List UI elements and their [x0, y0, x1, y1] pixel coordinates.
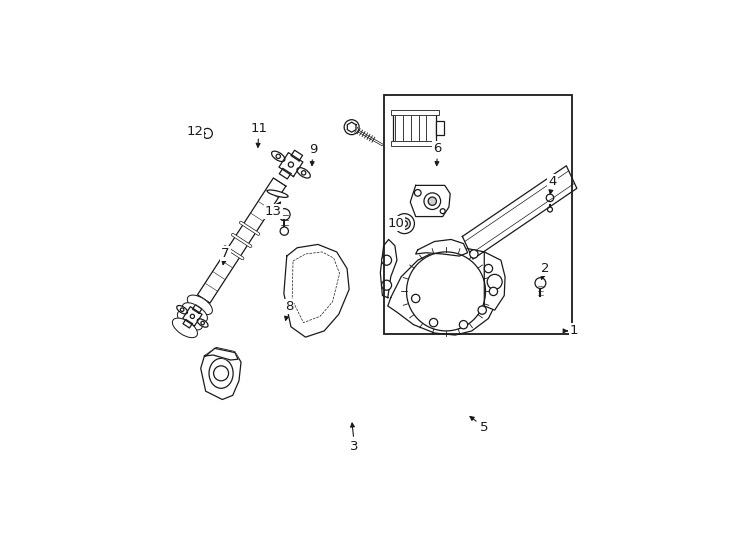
- Circle shape: [214, 366, 228, 381]
- Text: 3: 3: [350, 440, 359, 453]
- Ellipse shape: [209, 359, 233, 388]
- Circle shape: [415, 190, 421, 196]
- Circle shape: [201, 321, 204, 325]
- Circle shape: [344, 120, 359, 134]
- Bar: [384, 94, 573, 334]
- Polygon shape: [291, 150, 302, 161]
- Circle shape: [412, 294, 420, 302]
- Polygon shape: [415, 239, 468, 256]
- Circle shape: [382, 255, 391, 265]
- Ellipse shape: [197, 319, 208, 327]
- Text: 9: 9: [309, 143, 317, 156]
- Polygon shape: [410, 185, 450, 217]
- Circle shape: [276, 154, 280, 159]
- Polygon shape: [388, 248, 501, 335]
- Bar: [393, 113, 437, 143]
- Circle shape: [203, 129, 212, 138]
- Circle shape: [543, 191, 557, 205]
- Polygon shape: [380, 239, 397, 298]
- Circle shape: [487, 274, 502, 289]
- Circle shape: [190, 314, 195, 319]
- Circle shape: [399, 218, 410, 230]
- Polygon shape: [192, 305, 202, 313]
- Text: 10: 10: [388, 217, 404, 230]
- Circle shape: [428, 197, 437, 205]
- Circle shape: [394, 214, 415, 234]
- Text: 5: 5: [480, 421, 489, 434]
- Circle shape: [484, 265, 493, 273]
- Text: 1: 1: [570, 325, 578, 338]
- Polygon shape: [183, 307, 202, 326]
- Circle shape: [470, 250, 478, 258]
- Text: 11: 11: [250, 123, 267, 136]
- Circle shape: [436, 281, 457, 302]
- Circle shape: [288, 162, 294, 167]
- Circle shape: [427, 273, 465, 310]
- Ellipse shape: [182, 303, 208, 322]
- Polygon shape: [347, 122, 356, 132]
- Ellipse shape: [177, 306, 187, 314]
- Circle shape: [382, 280, 391, 290]
- Text: 4: 4: [548, 175, 556, 188]
- Polygon shape: [197, 178, 286, 303]
- Circle shape: [546, 194, 553, 201]
- Circle shape: [401, 221, 407, 227]
- Circle shape: [429, 319, 437, 327]
- Polygon shape: [183, 319, 192, 328]
- Ellipse shape: [178, 310, 203, 330]
- Text: 8: 8: [285, 300, 293, 313]
- Bar: [437, 120, 444, 136]
- Polygon shape: [206, 348, 238, 360]
- Text: 12: 12: [186, 125, 203, 138]
- Circle shape: [280, 227, 288, 235]
- Circle shape: [424, 193, 440, 210]
- Text: 2: 2: [541, 262, 549, 275]
- Circle shape: [416, 261, 476, 321]
- Bar: [390, 141, 438, 146]
- Circle shape: [535, 278, 546, 288]
- Circle shape: [278, 208, 290, 220]
- Ellipse shape: [272, 151, 285, 161]
- Circle shape: [181, 308, 184, 312]
- Polygon shape: [280, 168, 291, 179]
- Polygon shape: [462, 166, 577, 259]
- Polygon shape: [200, 348, 241, 400]
- Circle shape: [490, 287, 498, 295]
- Text: 13: 13: [264, 205, 282, 218]
- Circle shape: [407, 252, 485, 331]
- Text: 7: 7: [221, 247, 230, 260]
- Circle shape: [302, 171, 306, 175]
- Circle shape: [548, 207, 553, 212]
- Polygon shape: [284, 245, 349, 337]
- Polygon shape: [279, 153, 303, 177]
- Circle shape: [459, 321, 468, 329]
- Bar: [390, 110, 438, 115]
- Polygon shape: [484, 252, 505, 310]
- Ellipse shape: [267, 190, 288, 198]
- Text: 6: 6: [434, 143, 442, 156]
- Ellipse shape: [172, 318, 197, 338]
- Circle shape: [478, 306, 487, 314]
- Circle shape: [440, 208, 446, 214]
- Ellipse shape: [297, 167, 310, 178]
- Ellipse shape: [187, 295, 212, 315]
